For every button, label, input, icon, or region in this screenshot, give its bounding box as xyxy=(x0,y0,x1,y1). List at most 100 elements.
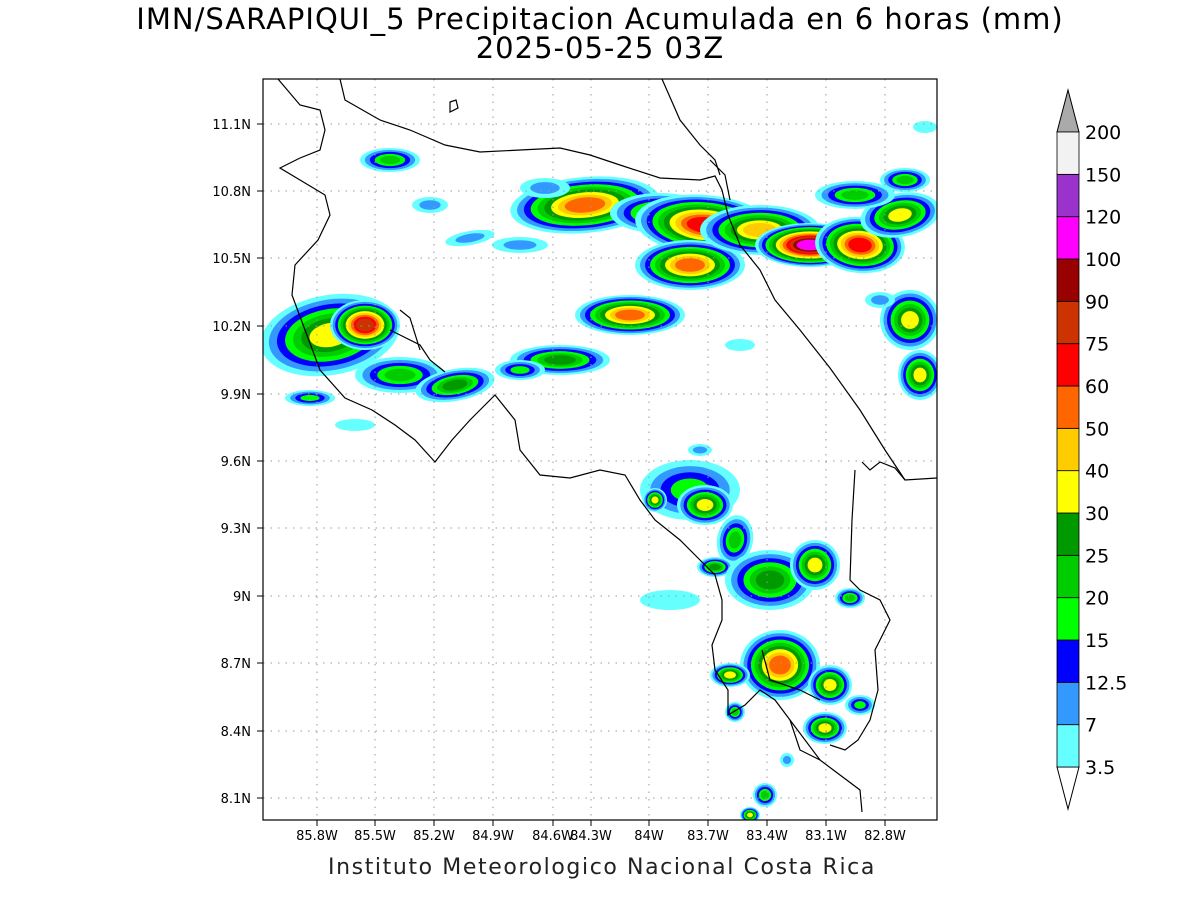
colorbar-level-label: 90 xyxy=(1085,291,1109,313)
lat-tick-label: 8.7N xyxy=(221,657,251,672)
precip-contour xyxy=(854,701,866,709)
precip-contour xyxy=(901,311,919,329)
colorbar-level-label: 75 xyxy=(1085,334,1109,356)
lat-tick-label: 10.2N xyxy=(212,320,251,335)
precip-contour xyxy=(615,309,645,321)
precip-contour xyxy=(755,570,785,590)
precip-contour xyxy=(455,233,485,243)
colorbar-swatch xyxy=(1056,258,1080,302)
colorbar-level-label: 40 xyxy=(1085,461,1109,483)
precip-contour xyxy=(728,531,742,549)
precip-contour xyxy=(709,563,721,571)
colorbar-level-label: 30 xyxy=(1085,503,1109,525)
colorbar-level-label: 12.5 xyxy=(1085,672,1127,694)
precip-contour xyxy=(696,499,714,511)
colorbar-level-label: 200 xyxy=(1085,122,1121,144)
lon-tick-label: 83.4W xyxy=(746,829,788,844)
lat-tick-label: 9.9N xyxy=(221,388,251,403)
colorbar-swatch xyxy=(1056,173,1080,218)
precip-contour xyxy=(913,121,937,133)
precipitation-field xyxy=(263,121,937,820)
lon-tick-label: 84.3W xyxy=(570,829,612,844)
colorbar-min-arrow xyxy=(1056,766,1080,811)
colorbar-legend: 3.5 7 12.5 15 20 25 30 40 50 60 75 90 100 120 150 200 xyxy=(1056,88,1127,811)
precip-contour xyxy=(760,790,770,800)
lat-tick-label: 9N xyxy=(233,590,251,605)
colorbar-swatch xyxy=(1056,554,1080,599)
precip-contour xyxy=(510,366,530,374)
precip-contour xyxy=(335,419,375,431)
colorbar-swatch xyxy=(1056,300,1080,345)
precip-contour xyxy=(896,175,914,185)
latitude-tick-labels: 11.1N 10.8N 10.5N 10.2N 9.9N 9.6N 9.3N 9N 8.7N 8.… xyxy=(212,118,263,807)
lat-tick-label: 10.8N xyxy=(212,185,251,200)
lon-tick-label: 85.2W xyxy=(413,829,455,844)
colorbar-max-arrow xyxy=(1056,88,1080,133)
precip-contour xyxy=(769,655,791,675)
precip-contour xyxy=(747,812,753,818)
precip-contour xyxy=(848,237,872,253)
lat-tick-label: 9.6N xyxy=(221,455,251,470)
lat-tick-label: 10.5N xyxy=(212,252,251,267)
precip-contour xyxy=(724,671,736,679)
colorbar-swatch xyxy=(1056,681,1080,726)
lat-tick-label: 8.1N xyxy=(221,792,251,807)
precip-contour xyxy=(844,594,856,602)
colorbar-level-label: 7 xyxy=(1085,715,1097,737)
precip-contour xyxy=(651,496,659,504)
lon-tick-label: 84.6W xyxy=(532,829,574,844)
colorbar-swatch xyxy=(1056,427,1080,472)
precip-contour xyxy=(640,590,700,610)
colorbar-level-label: 100 xyxy=(1085,249,1121,271)
precip-contour xyxy=(384,368,416,382)
colorbar-swatch xyxy=(1056,385,1080,429)
colorbar-level-label: 50 xyxy=(1085,418,1109,440)
colorbar-swatch xyxy=(1056,639,1080,683)
colorbar-swatch xyxy=(1056,131,1080,175)
chart-title: IMN/SARAPIQUI_5 Precipitacion Acumulada … xyxy=(136,2,1064,36)
lat-tick-label: 9.3N xyxy=(221,522,251,537)
colorbar-swatch xyxy=(1056,597,1080,641)
precip-contour xyxy=(841,190,869,200)
lon-tick-label: 85.8W xyxy=(296,829,338,844)
precip-contour xyxy=(530,182,560,194)
colorbar-level-label: 25 xyxy=(1085,545,1109,567)
precip-contour xyxy=(818,723,832,733)
precip-contour xyxy=(419,200,441,210)
lon-tick-label: 83.7W xyxy=(687,829,729,844)
colorbar-swatch xyxy=(1056,216,1080,260)
chart-subtitle-date: 2025-05-25 03Z xyxy=(475,31,725,65)
precip-contour xyxy=(379,155,401,165)
colorbar-swatch xyxy=(1056,470,1080,514)
precip-contour xyxy=(913,367,927,383)
lon-tick-label: 84.9W xyxy=(472,829,514,844)
precip-contour xyxy=(356,318,374,332)
coastline-borders xyxy=(277,79,937,813)
precip-contour xyxy=(544,355,576,365)
lat-tick-label: 8.4N xyxy=(221,725,251,740)
colorbar-level-label: 120 xyxy=(1085,207,1121,229)
lon-tick-label: 83.1W xyxy=(805,829,847,844)
precip-contour xyxy=(503,240,537,250)
precip-contour xyxy=(782,755,792,765)
precip-contour xyxy=(871,295,889,305)
precip-contour xyxy=(300,394,320,402)
precip-contour xyxy=(564,197,606,213)
precip-contour xyxy=(725,339,755,351)
map-frame xyxy=(262,78,938,821)
precip-contour xyxy=(888,208,912,222)
precip-contour xyxy=(675,258,705,272)
precip-contour xyxy=(442,379,468,391)
precip-contour xyxy=(823,679,837,691)
precip-contour xyxy=(807,557,823,573)
lon-tick-label: 82.8W xyxy=(864,829,906,844)
lon-tick-label: 84W xyxy=(634,829,664,844)
precip-contour xyxy=(692,446,708,454)
colorbar-swatch xyxy=(1056,724,1080,768)
colorbar-level-label: 20 xyxy=(1085,588,1109,610)
lon-tick-label: 85.5W xyxy=(354,829,396,844)
colorbar-level-label: 150 xyxy=(1085,164,1121,186)
colorbar-level-label: 3.5 xyxy=(1085,757,1115,779)
